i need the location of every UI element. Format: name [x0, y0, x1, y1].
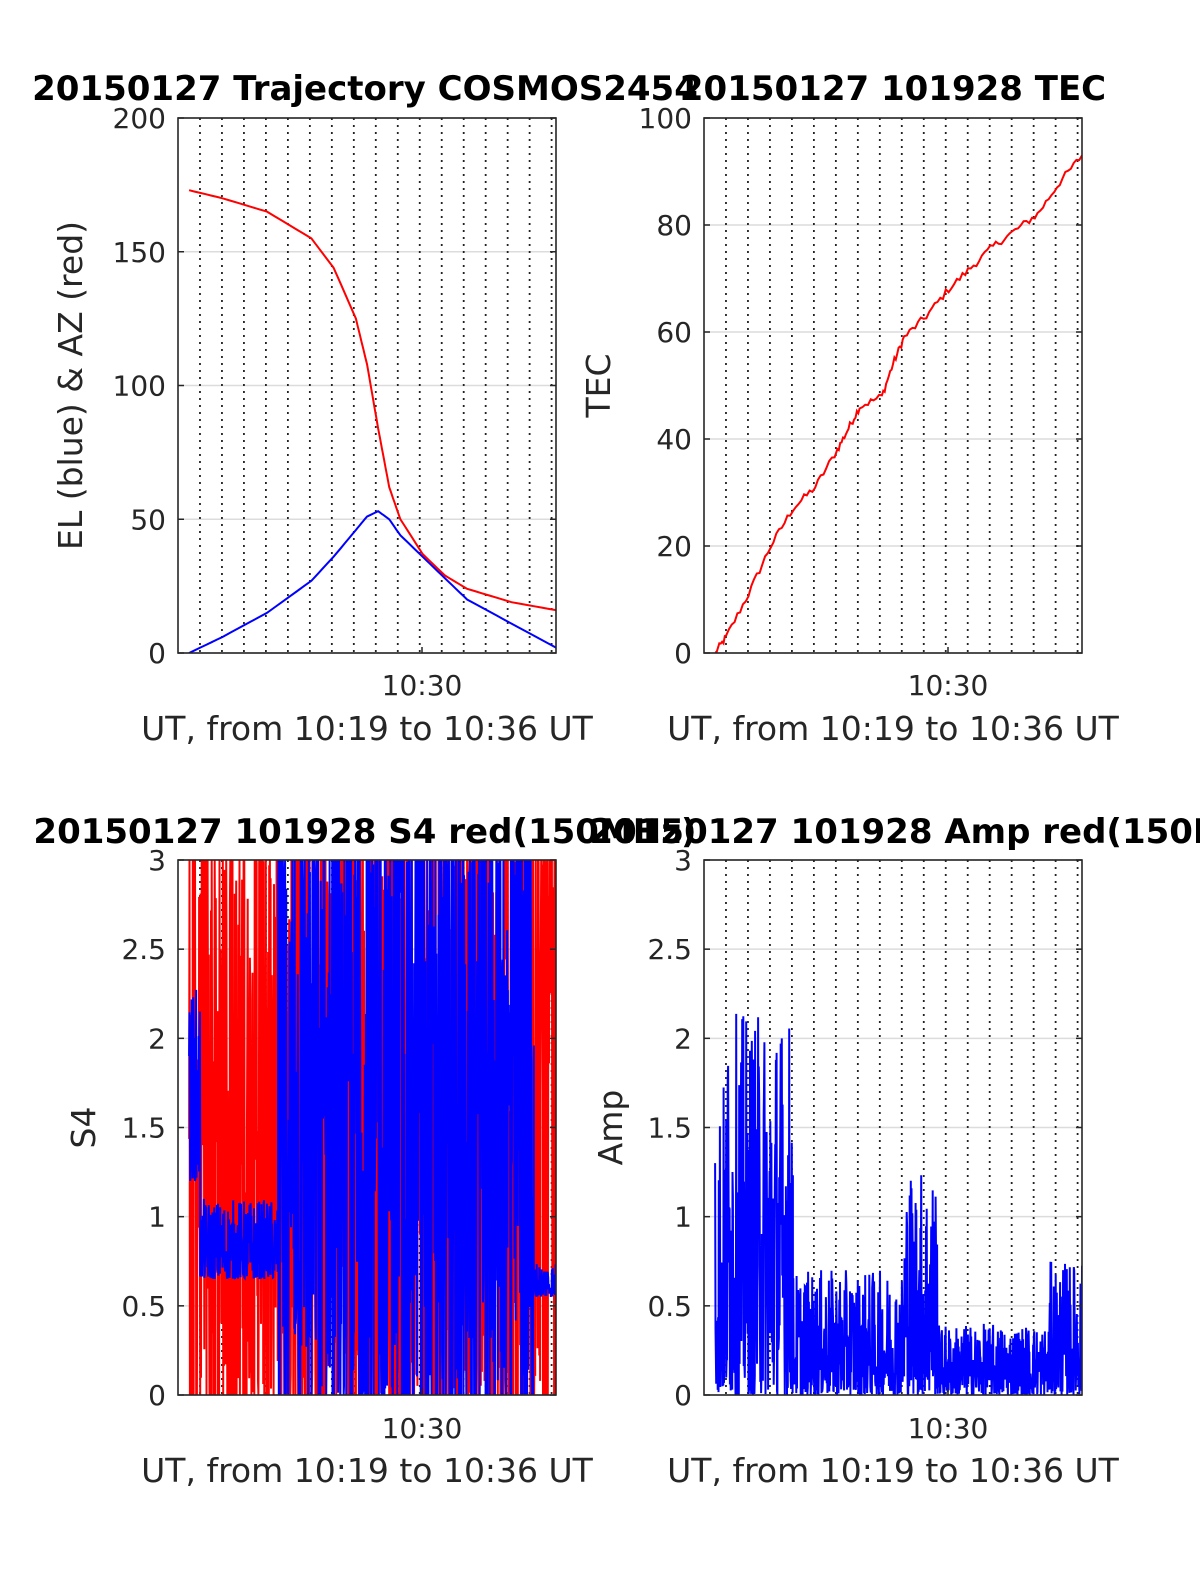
y-tick-label: 40: [656, 423, 692, 456]
y-tick-label: 1.5: [647, 1112, 692, 1145]
series-trace-2: [188, 860, 556, 1395]
y-tick-label: 60: [656, 316, 692, 349]
series-line-2: [188, 189, 556, 612]
y-tick-label: 3: [674, 844, 692, 877]
y-tick-label: 100: [639, 102, 692, 135]
chart-panel-2: 0 20 40 60 80 100 10:30 20150127 101928 TEC UT, …: [579, 69, 1120, 748]
chart-title: 20150127 101928 Amp red(150MHz): [589, 812, 1200, 852]
y-tick-label: 1.5: [121, 1112, 166, 1145]
y-tick-label: 2: [148, 1022, 166, 1055]
x-tick-label: 10:30: [908, 669, 989, 702]
y-tick-label: 150: [113, 236, 166, 269]
plot-area: [188, 860, 556, 1395]
chart-title: 20150127 101928 TEC: [680, 69, 1106, 109]
y-tick-label: 0: [148, 637, 166, 670]
y-axis-label: S4: [64, 1107, 103, 1149]
x-tick-label: 10:30: [382, 669, 463, 702]
y-tick-label: 2.5: [647, 933, 692, 966]
x-axis-label: UT, from 10:19 to 10:36 UT: [667, 709, 1120, 748]
y-tick-label: 0: [674, 637, 692, 670]
y-tick-label: 0.5: [121, 1290, 166, 1323]
chart-panel-4: 0 0.5 1 1.5 2 2.5 3 10:30 20150127 101928 Amp re…: [589, 812, 1200, 1490]
series-trace-1: [714, 1013, 1082, 1395]
plot-area: [188, 189, 556, 653]
series-line-1: [188, 510, 556, 653]
y-axis-label: EL (blue) & AZ (red): [51, 221, 90, 550]
x-axis-label: UT, from 10:19 to 10:36 UT: [141, 1451, 594, 1490]
plot-area: [714, 1013, 1082, 1395]
y-tick-label: 2: [674, 1022, 692, 1055]
y-axis-label: Amp: [591, 1090, 630, 1166]
y-tick-label: 3: [148, 844, 166, 877]
y-tick-label: 100: [113, 370, 166, 403]
axes-box: [703, 117, 1083, 654]
y-tick-label: 1: [674, 1201, 692, 1234]
y-tick-label: 50: [130, 503, 166, 536]
x-axis-label: UT, from 10:19 to 10:36 UT: [141, 709, 594, 748]
y-tick-label: 200: [113, 102, 166, 135]
series-line-1: [714, 154, 1082, 653]
chart-title: 20150127 Trajectory COSMOS2454: [32, 69, 698, 109]
x-tick-label: 10:30: [908, 1412, 989, 1445]
x-tick-label: 10:30: [382, 1412, 463, 1445]
plot-area: [714, 154, 1082, 653]
y-tick-label: 20: [656, 530, 692, 563]
y-axis-label: TEC: [579, 353, 618, 418]
y-tick-label: 0: [674, 1379, 692, 1412]
y-tick-label: 0.5: [647, 1290, 692, 1323]
y-tick-label: 2.5: [121, 933, 166, 966]
x-axis-label: UT, from 10:19 to 10:36 UT: [667, 1451, 1120, 1490]
chart-title: 20150127 101928 S4 red(150MHz): [33, 812, 696, 852]
chart-panel-3: 0 0.5 1 1.5 2 2.5 3 10:30 20150127 101928 S4 red…: [33, 812, 696, 1490]
y-tick-label: 0: [148, 1379, 166, 1412]
y-tick-label: 80: [656, 209, 692, 242]
y-tick-label: 1: [148, 1201, 166, 1234]
